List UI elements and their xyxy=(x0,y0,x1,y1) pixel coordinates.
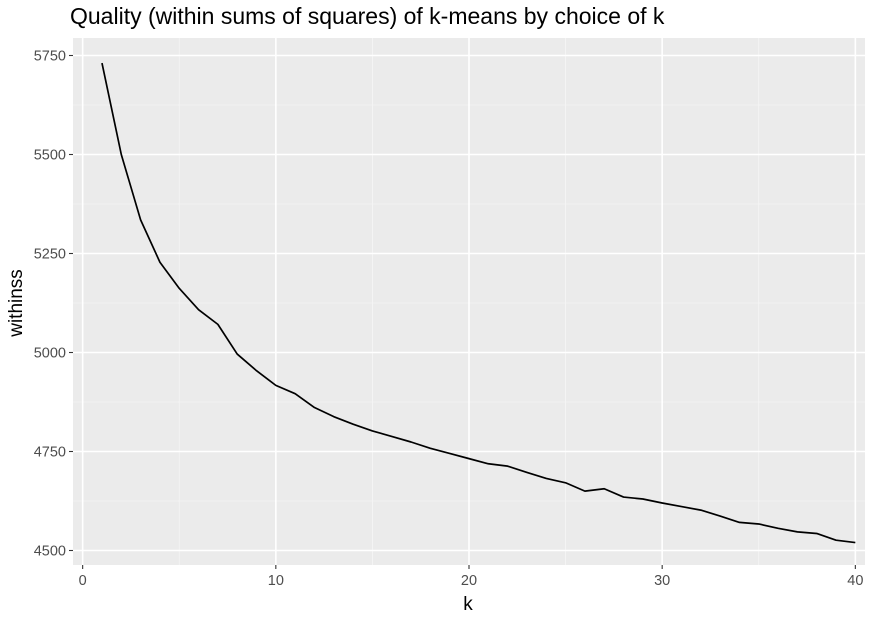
y-tick-label: 5250 xyxy=(34,247,66,263)
x-axis: 0 10 20 30 40 xyxy=(79,565,863,589)
major-gridlines xyxy=(73,38,865,565)
y-tick-label: 5500 xyxy=(34,148,66,164)
x-tick-label: 30 xyxy=(654,573,670,589)
x-tick-label: 10 xyxy=(268,573,284,589)
y-axis: 4500 4750 5000 5250 5500 5750 xyxy=(34,49,73,560)
series-layer xyxy=(101,62,856,544)
chart-title: Quality (within sums of squares) of k-me… xyxy=(70,3,665,29)
y-tick-label: 5750 xyxy=(34,49,66,65)
y-tick-label: 4500 xyxy=(34,544,66,560)
series-line xyxy=(101,62,856,544)
y-axis-title: withinss xyxy=(6,269,27,338)
x-tick-label: 0 xyxy=(79,573,87,589)
y-tick-label: 4750 xyxy=(34,445,66,461)
x-tick-label: 20 xyxy=(461,573,477,589)
x-axis-title: k xyxy=(463,594,473,615)
x-tick-label: 40 xyxy=(847,573,863,589)
y-tick-label: 5000 xyxy=(34,346,66,362)
